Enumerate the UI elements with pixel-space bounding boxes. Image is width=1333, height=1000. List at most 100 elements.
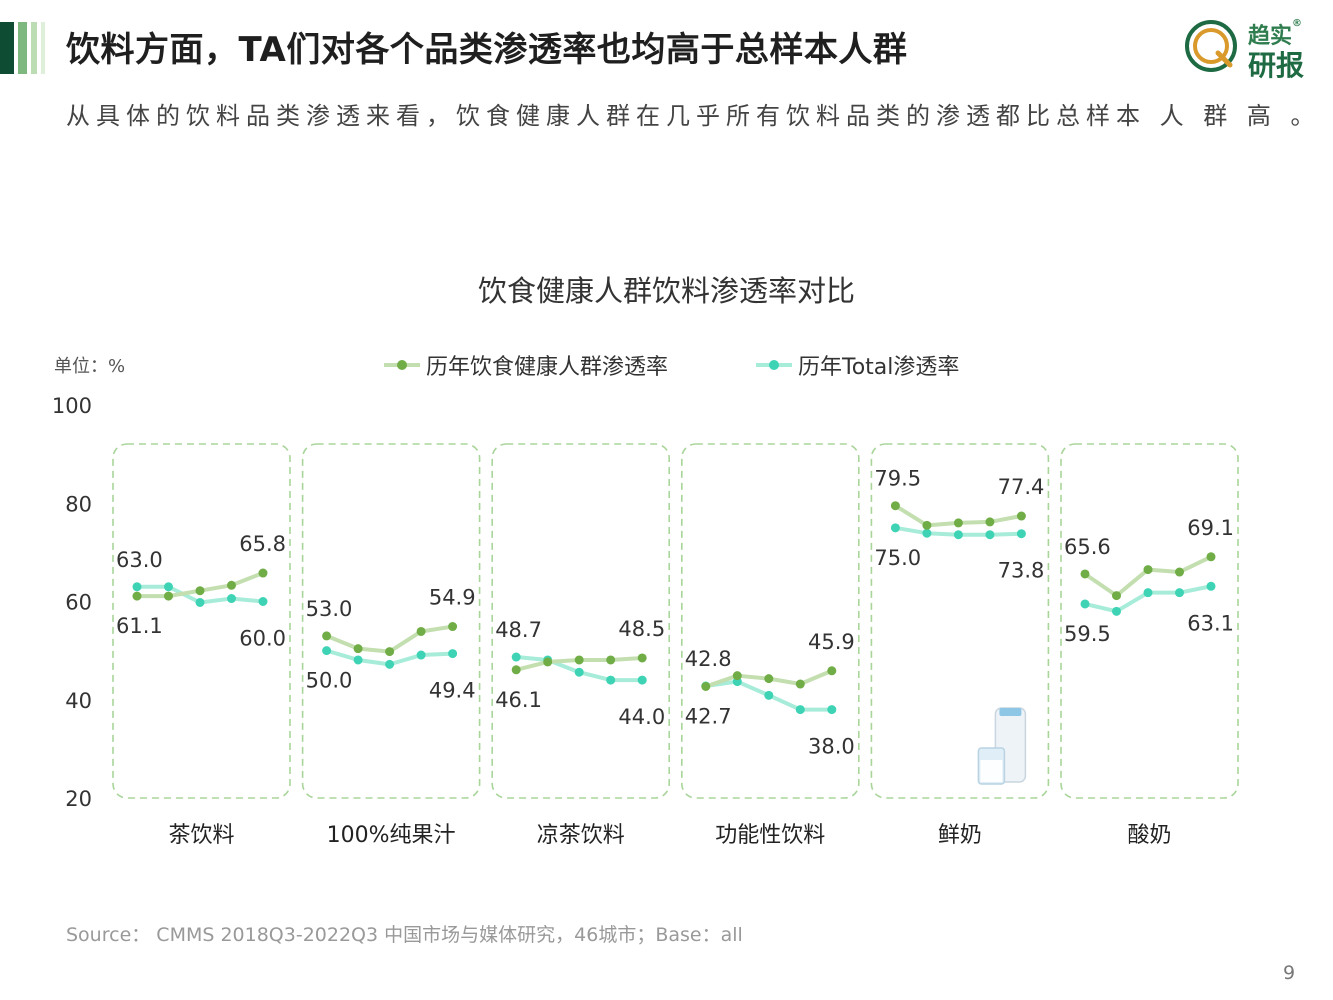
- source-note: Source： CMMS 2018Q3-2022Q3 中国市场与媒体研究，46城…: [66, 924, 743, 946]
- category-panel: [1060, 443, 1239, 799]
- data-label-total-last: 38.0: [808, 735, 855, 759]
- unit-label: 单位：%: [54, 356, 126, 377]
- data-label-health-last: 45.9: [808, 630, 855, 654]
- data-point-total: [353, 655, 363, 665]
- data-label-health-first: 42.7: [685, 704, 732, 728]
- data-point-total: [795, 705, 805, 715]
- legend-item-health: 历年饮食健康人群渗透率: [382, 350, 668, 380]
- data-point-total: [764, 690, 774, 700]
- data-point-health: [1206, 552, 1216, 562]
- data-point-health: [732, 671, 742, 681]
- data-point-health: [511, 665, 521, 675]
- brand-logo: 趋实® 研报: [1184, 16, 1324, 82]
- data-label-total-last: 73.8: [998, 559, 1045, 583]
- data-point-health: [606, 655, 616, 665]
- category-label: 鲜奶: [938, 823, 982, 848]
- legend-item-total: 历年Total渗透率: [754, 350, 959, 380]
- data-point-total: [258, 597, 268, 606]
- category-panel: [301, 443, 481, 799]
- data-label-health-first: 46.1: [495, 688, 542, 712]
- legend-swatch-health: [384, 360, 420, 370]
- data-point-total: [574, 667, 584, 677]
- data-point-total: [511, 652, 521, 662]
- magnifier-q-logo-icon: [1185, 20, 1237, 72]
- data-point-total: [416, 650, 426, 660]
- legend-label-health: 历年饮食健康人群渗透率: [426, 355, 669, 380]
- data-point-total: [1016, 529, 1026, 539]
- data-label-health-last: 48.5: [618, 617, 665, 641]
- y-tick-label: 20: [65, 787, 92, 811]
- data-point-total: [890, 523, 900, 533]
- category-label: 凉茶饮料: [537, 823, 625, 848]
- data-point-health: [985, 517, 995, 527]
- data-label-total-first: 48.7: [495, 618, 542, 642]
- data-point-total: [827, 705, 837, 715]
- data-point-total: [1143, 588, 1153, 598]
- data-point-health: [322, 631, 332, 641]
- data-point-total: [637, 675, 647, 685]
- data-label-total-last: 63.1: [1187, 611, 1234, 635]
- y-tick-label: 80: [65, 492, 92, 516]
- data-point-total: [322, 646, 332, 656]
- page-subtitle: 从具体的饮料品类渗透来看，饮食健康人群在几乎所有饮料品类的渗透都比总样本 人 群…: [66, 102, 1321, 130]
- logo-text-top: 趋实®: [1248, 18, 1303, 49]
- category-label: 茶饮料: [168, 823, 234, 848]
- data-label-total-first: 75.0: [874, 546, 921, 570]
- data-point-health: [195, 586, 205, 596]
- data-point-total: [953, 530, 963, 540]
- data-point-health: [827, 666, 837, 676]
- data-point-health: [1143, 565, 1153, 575]
- data-point-total: [1080, 599, 1090, 609]
- category-panel: [870, 443, 1050, 799]
- data-label-total-last: 60.0: [239, 627, 286, 651]
- data-point-health: [795, 679, 805, 689]
- milk-bottle-icon: [977, 707, 1027, 785]
- legend-swatch-total: [756, 360, 792, 370]
- data-point-total: [1206, 581, 1216, 591]
- data-label-health-first: 61.1: [116, 614, 163, 638]
- category-panel: [112, 443, 291, 799]
- category-panel: [680, 443, 860, 799]
- data-point-health: [448, 622, 458, 632]
- data-point-health: [1016, 511, 1026, 521]
- data-point-total: [132, 582, 142, 592]
- category-label: 酸奶: [1127, 823, 1171, 848]
- data-point-health: [890, 501, 900, 511]
- data-label-total-last: 49.4: [429, 679, 476, 703]
- data-label-health-first: 79.5: [874, 467, 921, 491]
- data-point-health: [953, 518, 963, 528]
- y-tick-label: 100: [52, 394, 92, 418]
- category-label: 100%纯果汁: [327, 823, 456, 848]
- data-point-health: [637, 653, 647, 663]
- data-point-total: [922, 528, 932, 538]
- data-point-total: [227, 594, 236, 604]
- data-point-health: [385, 647, 395, 657]
- data-point-total: [1175, 588, 1184, 598]
- data-point-total: [606, 675, 616, 685]
- data-point-health: [922, 520, 932, 530]
- data-point-health: [227, 580, 236, 590]
- data-point-health: [416, 626, 426, 636]
- data-label-health-last: 69.1: [1187, 516, 1234, 540]
- chart-title: 饮食健康人群饮料渗透率对比: [477, 274, 855, 308]
- data-point-health: [258, 568, 268, 578]
- data-point-health: [543, 657, 553, 667]
- page-title: 饮料方面，TA们对各个品类渗透率也均高于总样本人群: [66, 30, 908, 70]
- data-label-health-last: 77.4: [998, 475, 1045, 499]
- data-label-total-last: 44.0: [618, 705, 665, 729]
- data-point-health: [701, 681, 711, 691]
- y-tick-label: 40: [65, 689, 92, 713]
- data-point-health: [574, 655, 584, 665]
- data-point-total: [164, 582, 173, 592]
- data-point-health: [353, 644, 363, 654]
- data-point-health: [764, 674, 774, 684]
- logo-text-bottom: 研报: [1248, 49, 1305, 82]
- data-label-total-first: 59.5: [1064, 622, 1111, 646]
- data-point-health: [1175, 567, 1184, 577]
- data-label-health-last: 65.8: [239, 532, 286, 556]
- data-point-health: [164, 591, 173, 601]
- data-label-health-last: 54.9: [429, 586, 476, 610]
- data-point-total: [1112, 606, 1121, 616]
- category-label: 功能性饮料: [715, 823, 825, 848]
